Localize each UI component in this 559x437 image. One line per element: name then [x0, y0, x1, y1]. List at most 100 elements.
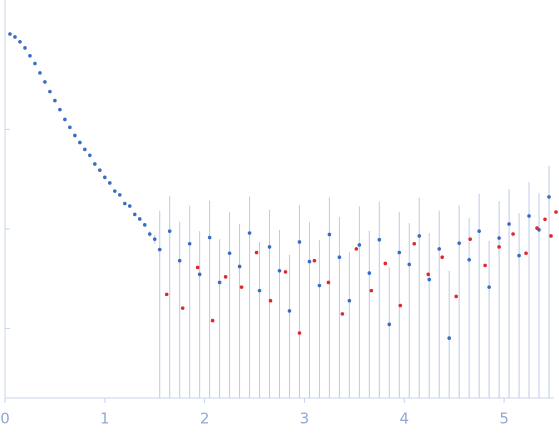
data-point	[427, 277, 432, 282]
data-point	[33, 61, 37, 66]
data-point	[147, 232, 152, 236]
x-tick-label: 3	[300, 410, 310, 428]
data-point	[197, 272, 202, 277]
data-point	[497, 245, 501, 249]
data-point	[337, 255, 342, 260]
data-point	[543, 217, 547, 222]
data-point	[247, 231, 252, 235]
data-point	[53, 98, 57, 103]
data-point	[113, 189, 117, 193]
data-point	[127, 204, 132, 208]
data-point	[312, 258, 317, 263]
data-point	[517, 253, 521, 258]
data-point	[88, 153, 92, 158]
data-point	[357, 243, 362, 247]
data-point	[43, 80, 47, 84]
data-point	[483, 263, 487, 268]
data-point	[18, 40, 22, 44]
data-point	[354, 247, 359, 251]
data-point	[210, 318, 215, 323]
data-point	[437, 247, 442, 251]
data-point	[297, 240, 302, 244]
data-point	[187, 241, 192, 246]
data-point	[426, 272, 431, 277]
data-point	[177, 258, 182, 263]
data-point	[447, 336, 451, 340]
data-point	[83, 147, 87, 152]
data-point	[549, 234, 553, 238]
data-point	[277, 268, 282, 273]
data-point	[511, 232, 515, 236]
data-point	[297, 331, 302, 335]
data-point	[524, 251, 528, 256]
data-point	[108, 181, 112, 185]
data-point	[387, 322, 392, 327]
data-point	[440, 255, 445, 260]
data-point	[412, 241, 417, 246]
data-point	[38, 71, 42, 75]
data-point	[137, 217, 142, 221]
data-point	[454, 294, 458, 299]
data-point	[132, 212, 137, 217]
data-point	[23, 46, 27, 50]
data-point	[63, 117, 67, 122]
data-point	[547, 195, 551, 199]
data-point	[487, 285, 491, 289]
data-point	[152, 237, 157, 241]
data-point	[257, 288, 262, 293]
data-point	[164, 292, 169, 297]
data-point	[122, 201, 127, 206]
data-point	[457, 241, 461, 245]
data-point	[477, 229, 481, 233]
data-point	[326, 280, 331, 285]
data-point	[58, 107, 62, 112]
data-point	[180, 306, 185, 310]
data-point	[13, 35, 17, 39]
data-point	[347, 298, 352, 303]
data-point	[103, 175, 107, 180]
data-point	[497, 236, 501, 240]
data-point	[554, 210, 558, 214]
data-point	[73, 133, 77, 138]
data-point	[48, 89, 52, 94]
data-point	[93, 162, 97, 166]
data-point	[268, 298, 273, 303]
data-point	[317, 283, 322, 288]
data-point	[377, 237, 382, 242]
data-point	[407, 262, 412, 267]
data-point	[398, 303, 403, 308]
data-point	[157, 247, 162, 252]
data-point	[468, 237, 472, 241]
data-point	[167, 229, 172, 233]
x-tick-label: 2	[200, 410, 210, 428]
data-point	[507, 222, 511, 226]
data-point	[254, 250, 259, 255]
data-point	[383, 261, 388, 266]
data-point	[397, 250, 402, 255]
data-point	[327, 232, 332, 237]
data-point	[207, 235, 212, 240]
data-point	[287, 309, 292, 313]
x-tick-label: 0	[0, 410, 10, 428]
data-point	[98, 168, 102, 172]
data-point	[369, 288, 374, 293]
data-point	[117, 193, 122, 197]
data-point	[223, 275, 228, 279]
data-point	[195, 265, 200, 270]
data-point	[28, 53, 32, 58]
data-point	[367, 271, 372, 275]
data-point	[239, 285, 244, 289]
data-point	[467, 257, 471, 262]
data-point	[227, 251, 232, 256]
data-point	[68, 125, 72, 130]
data-point	[535, 226, 539, 230]
data-point	[267, 245, 272, 249]
data-point	[527, 214, 531, 218]
data-point	[417, 234, 422, 238]
data-point	[78, 140, 82, 145]
x-tick-label: 5	[499, 410, 509, 428]
x-tick-label: 4	[399, 410, 409, 428]
data-point	[237, 264, 242, 269]
data-point	[307, 259, 312, 264]
